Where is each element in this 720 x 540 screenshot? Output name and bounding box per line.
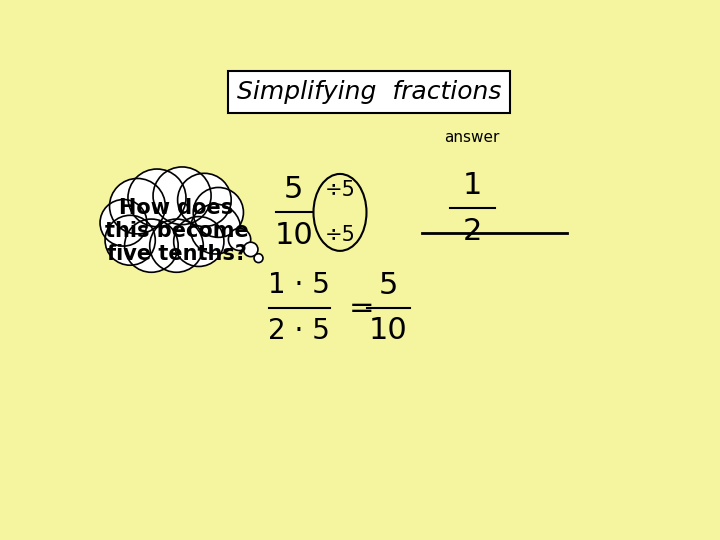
Ellipse shape — [193, 187, 243, 238]
Ellipse shape — [150, 219, 203, 272]
Text: How does
this become
five tenths?: How does this become five tenths? — [104, 198, 248, 264]
Text: 5: 5 — [284, 175, 303, 204]
Text: =: = — [349, 294, 374, 322]
Text: 2: 2 — [462, 217, 482, 246]
Ellipse shape — [190, 204, 240, 254]
Ellipse shape — [153, 167, 211, 225]
Ellipse shape — [100, 199, 147, 246]
Text: 1: 1 — [462, 171, 482, 200]
Ellipse shape — [228, 228, 251, 251]
Text: Simplifying  fractions: Simplifying fractions — [237, 80, 501, 104]
Ellipse shape — [178, 173, 231, 227]
Ellipse shape — [174, 217, 224, 266]
Ellipse shape — [128, 169, 186, 227]
Ellipse shape — [254, 254, 263, 262]
Ellipse shape — [105, 215, 156, 265]
Ellipse shape — [109, 178, 166, 234]
Text: 10: 10 — [369, 316, 408, 346]
Text: ÷5: ÷5 — [325, 179, 356, 200]
Ellipse shape — [243, 242, 258, 256]
Text: 2 · 5: 2 · 5 — [269, 317, 330, 345]
Text: 5: 5 — [379, 271, 398, 300]
Text: answer: answer — [444, 130, 500, 145]
Ellipse shape — [125, 219, 178, 272]
Text: 1 · 5: 1 · 5 — [269, 271, 330, 299]
Text: 10: 10 — [274, 221, 313, 250]
Text: ÷5: ÷5 — [325, 225, 356, 245]
